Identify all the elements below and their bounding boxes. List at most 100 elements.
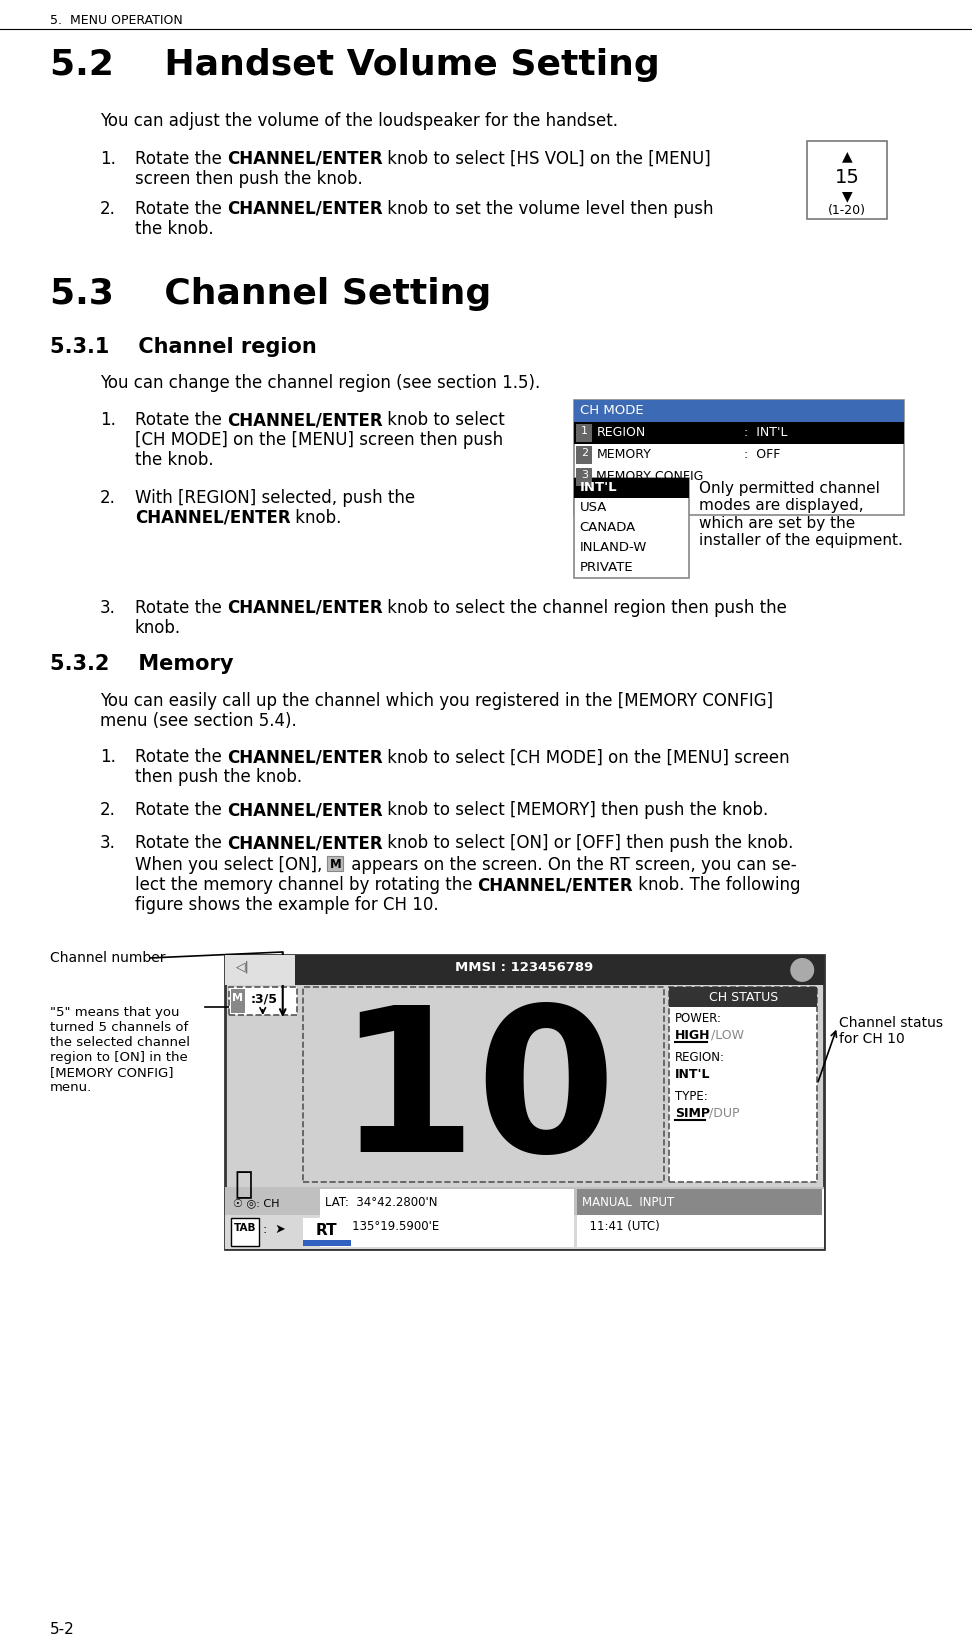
Text: RT: RT	[316, 1223, 338, 1237]
Text: menu (see section 5.4).: menu (see section 5.4).	[100, 711, 297, 729]
Text: 📶: 📶	[234, 1170, 253, 1198]
Bar	[577, 1190, 822, 1216]
Text: 5.3.2    Memory: 5.3.2 Memory	[50, 654, 234, 674]
Text: 3.: 3.	[100, 598, 116, 616]
Text: POWER:: POWER:	[675, 1011, 722, 1024]
Bar	[574, 402, 904, 516]
Text: CH STATUS: CH STATUS	[708, 990, 778, 1003]
Text: 2.: 2.	[100, 488, 116, 506]
Bar	[577, 1190, 824, 1247]
Text: then push the knob.: then push the knob.	[135, 769, 302, 787]
Text: knob.: knob.	[135, 618, 181, 636]
Bar	[303, 1241, 350, 1247]
Text: 5.  MENU OPERATION: 5. MENU OPERATION	[50, 15, 183, 26]
Text: /LOW: /LOW	[711, 1028, 744, 1041]
Text: You can adjust the volume of the loudspeaker for the handset.: You can adjust the volume of the loudspe…	[100, 111, 618, 129]
Text: (1-20): (1-20)	[828, 203, 866, 216]
Text: 3: 3	[581, 470, 588, 480]
Text: TAB: TAB	[234, 1223, 256, 1233]
Bar	[327, 857, 343, 872]
Bar	[576, 425, 593, 443]
Text: :  INT'L: : INT'L	[744, 426, 788, 439]
Text: USA: USA	[580, 500, 607, 513]
Text: :3/5: :3/5	[251, 992, 277, 1005]
Text: CHANNEL/ENTER: CHANNEL/ENTER	[227, 747, 382, 765]
Text: ◁|: ◁|	[235, 960, 250, 974]
Text: INLAND-W: INLAND-W	[580, 541, 647, 554]
Text: 5.3    Channel Setting: 5.3 Channel Setting	[50, 277, 491, 311]
Bar	[574, 479, 689, 498]
Text: the knob.: the knob.	[135, 220, 213, 238]
Bar	[669, 987, 817, 1182]
Text: You can easily call up the channel which you registered in the [MEMORY CONFIG]: You can easily call up the channel which…	[100, 692, 773, 710]
Bar	[574, 402, 904, 423]
Text: Rotate the: Rotate the	[135, 149, 227, 167]
Text: knob to select [CH MODE] on the [MENU] screen: knob to select [CH MODE] on the [MENU] s…	[382, 747, 790, 765]
Text: Channel number: Channel number	[50, 951, 165, 964]
Text: INT'L: INT'L	[580, 480, 617, 493]
Text: 2.: 2.	[100, 200, 116, 218]
Text: Channel status
for CH 10: Channel status for CH 10	[839, 1015, 943, 1046]
Text: knob to set the volume level then push: knob to set the volume level then push	[382, 200, 714, 218]
Text: When you select [ON],: When you select [ON],	[135, 856, 328, 874]
Text: 5.3.1    Channel region: 5.3.1 Channel region	[50, 338, 316, 357]
Text: 2: 2	[581, 447, 588, 457]
Text: /DUP: /DUP	[709, 1106, 739, 1119]
Bar	[225, 1216, 824, 1249]
Text: CHANNEL/ENTER: CHANNEL/ENTER	[227, 149, 382, 167]
Text: REGION: REGION	[596, 426, 646, 439]
Text: CHANNEL/ENTER: CHANNEL/ENTER	[135, 508, 291, 526]
Circle shape	[790, 959, 814, 982]
Text: knob to select: knob to select	[382, 411, 505, 429]
Text: knob to select [ON] or [OFF] then push the knob.: knob to select [ON] or [OFF] then push t…	[382, 834, 794, 852]
Text: MEMORY: MEMORY	[596, 447, 651, 461]
Text: CANADA: CANADA	[580, 521, 635, 534]
Text: CHANNEL/ENTER: CHANNEL/ENTER	[478, 875, 632, 893]
Text: CHANNEL/ENTER: CHANNEL/ENTER	[227, 598, 382, 616]
Bar	[225, 956, 824, 1249]
Text: knob to select the channel region then push the: knob to select the channel region then p…	[382, 598, 787, 616]
Text: Rotate the: Rotate the	[135, 834, 227, 852]
Text: MMSI : 123456789: MMSI : 123456789	[455, 960, 594, 974]
Bar	[231, 1219, 259, 1247]
Text: CHANNEL/ENTER: CHANNEL/ENTER	[227, 200, 382, 218]
Text: "5" means that you
turned 5 channels of
the selected channel
region to [ON] in t: "5" means that you turned 5 channels of …	[50, 1005, 190, 1093]
Text: MANUAL  INPUT: MANUAL INPUT	[583, 1196, 674, 1208]
Bar	[576, 447, 593, 465]
Text: screen then push the knob.: screen then push the knob.	[135, 169, 363, 187]
Text: 3.: 3.	[100, 834, 116, 852]
Text: :  OFF: : OFF	[744, 447, 780, 461]
Text: 10: 10	[337, 998, 617, 1193]
Bar	[231, 990, 245, 1013]
Text: 2.: 2.	[100, 801, 116, 820]
Text: knob to select [MEMORY] then push the knob.: knob to select [MEMORY] then push the kn…	[382, 801, 769, 820]
Text: With [REGION] selected, push the: With [REGION] selected, push the	[135, 488, 415, 506]
Text: LON:135°19.5900'E: LON:135°19.5900'E	[325, 1219, 440, 1233]
Bar	[225, 956, 295, 985]
Text: ☉ ◎: CH: ☉ ◎: CH	[233, 1198, 279, 1208]
Bar	[669, 987, 817, 1008]
Text: 11:41 (UTC): 11:41 (UTC)	[583, 1219, 661, 1233]
Text: TYPE:: TYPE:	[675, 1088, 708, 1101]
Text: LAT:  34°42.2800'N: LAT: 34°42.2800'N	[325, 1196, 437, 1208]
Text: 1.: 1.	[100, 747, 116, 765]
Text: knob.: knob.	[290, 508, 342, 526]
Text: REGION:: REGION:	[675, 1051, 725, 1064]
Text: HIGH: HIGH	[675, 1028, 711, 1041]
Text: Rotate the: Rotate the	[135, 411, 227, 429]
Text: 5-2: 5-2	[50, 1621, 75, 1636]
Bar	[303, 987, 665, 1182]
Text: Rotate the: Rotate the	[135, 200, 227, 218]
Bar	[574, 423, 904, 444]
Bar	[225, 1188, 824, 1249]
Bar	[303, 1219, 350, 1247]
Text: PRIVATE: PRIVATE	[580, 561, 633, 574]
Text: 1.: 1.	[100, 149, 116, 167]
Bar	[574, 479, 689, 579]
Text: Rotate the: Rotate the	[135, 598, 227, 616]
Text: lect the memory channel by rotating the: lect the memory channel by rotating the	[135, 875, 478, 893]
Text: 15: 15	[835, 167, 859, 187]
Text: Rotate the: Rotate the	[135, 801, 227, 820]
Bar	[320, 1190, 574, 1247]
Bar	[808, 141, 887, 220]
